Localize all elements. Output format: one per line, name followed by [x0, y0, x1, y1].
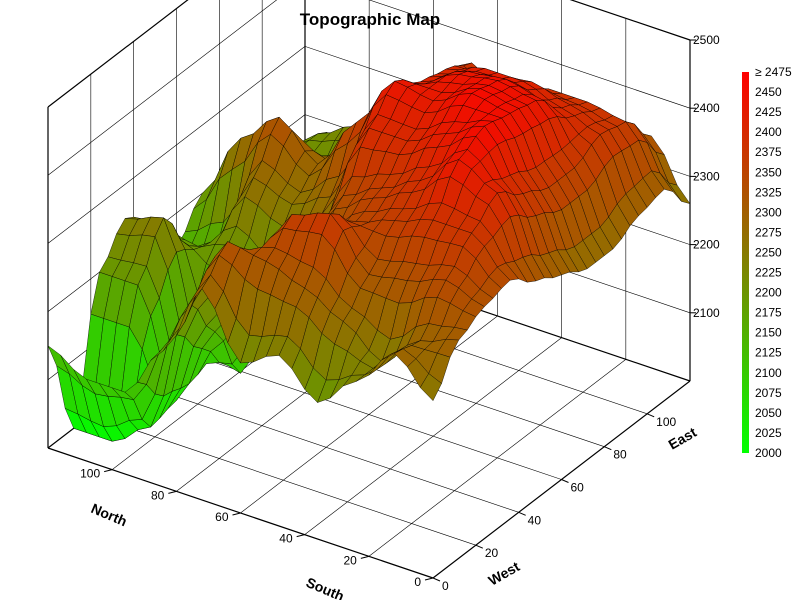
- y-tick-mark: [561, 479, 569, 483]
- legend-label: 2000: [755, 446, 782, 460]
- legend-label: 2300: [755, 205, 782, 219]
- y-tick-mark: [518, 511, 526, 516]
- x-tick-label: 20: [343, 553, 357, 567]
- x-tick-label: 0: [414, 575, 421, 589]
- legend-label: 2025: [755, 426, 782, 440]
- x-tick-mark: [296, 534, 305, 538]
- surface-patch: [668, 182, 691, 205]
- legend-label: 2075: [755, 386, 782, 400]
- legend-label: 2275: [755, 225, 782, 239]
- legend-label: ≥ 2475: [755, 65, 792, 79]
- x-tick-mark: [360, 555, 369, 559]
- legend-label: 2150: [755, 326, 782, 340]
- legend-label: 2350: [755, 165, 782, 179]
- z-tick-label: 2300: [693, 169, 720, 183]
- legend-label: 2225: [755, 266, 782, 280]
- wall-gridline: [47, 0, 278, 176]
- wall-gridline: [368, 0, 691, 109]
- x-tick-label: 100: [80, 467, 100, 481]
- x-tick-mark: [104, 469, 113, 473]
- legend-label: 2400: [755, 125, 782, 139]
- x-tick-mark: [424, 577, 434, 581]
- legend-label: 2450: [755, 85, 782, 99]
- legend-label: 2425: [755, 105, 782, 119]
- legend-color-bar: [742, 72, 749, 453]
- wall-gridline: [47, 46, 306, 244]
- z-tick-label: 2100: [693, 306, 720, 320]
- legend-label: 2375: [755, 145, 782, 159]
- legend-label: 2250: [755, 246, 782, 260]
- chart-title: Topographic Map: [300, 10, 440, 29]
- axis-label-west: West: [486, 558, 523, 589]
- axis-label-south: South: [304, 574, 347, 600]
- x-tick-label: 40: [279, 532, 293, 546]
- y-tick-mark: [646, 413, 655, 418]
- y-tick-label: 60: [571, 481, 585, 495]
- surface-patch: [419, 373, 442, 402]
- legend-label: 2325: [755, 185, 782, 199]
- x-tick-mark: [232, 512, 241, 516]
- y-tick-label: 20: [485, 546, 499, 560]
- y-tick-label: 80: [613, 448, 627, 462]
- axis-ticks: 0 20 40 60 80 100 0 20 40 60 80 100 2100 2200 2300 2400…: [80, 33, 720, 593]
- z-tick-label: 2200: [693, 238, 720, 252]
- y-tick-mark: [432, 577, 441, 582]
- legend-label: 2175: [755, 306, 782, 320]
- z-tick-label: 2400: [693, 101, 720, 115]
- x-tick-label: 60: [215, 510, 229, 524]
- legend-label: 2125: [755, 346, 782, 360]
- y-tick-label: 100: [656, 415, 676, 429]
- surface-mesh: [47, 62, 691, 442]
- legend-label: 2200: [755, 286, 782, 300]
- z-tick-label: 2500: [693, 33, 720, 47]
- y-tick-label: 0: [442, 579, 449, 593]
- y-tick-mark: [604, 446, 612, 451]
- axis-label-north: North: [89, 500, 130, 529]
- x-tick-label: 80: [151, 488, 165, 502]
- y-tick-mark: [475, 544, 484, 549]
- x-tick-mark: [168, 490, 177, 494]
- y-tick-label: 40: [528, 513, 542, 527]
- legend-label: 2050: [755, 406, 782, 420]
- legend-label: 2100: [755, 366, 782, 380]
- color-legend: ≥ 2475 2450 2425 2400 2375 2350 2325 2300 2275 22…: [742, 65, 792, 460]
